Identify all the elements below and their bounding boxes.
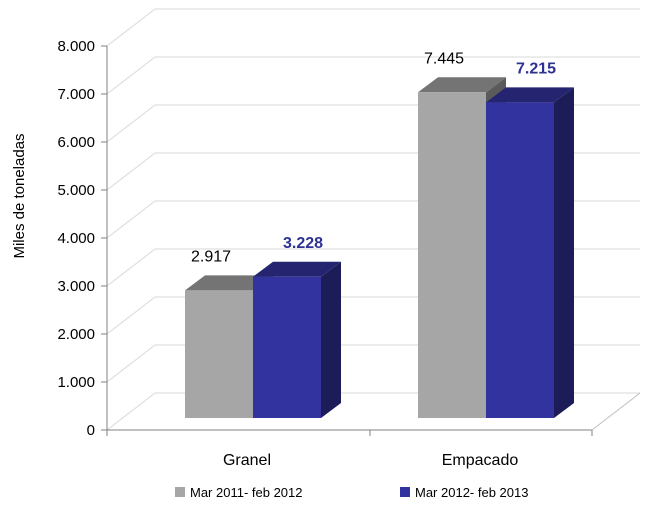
gridline	[106, 344, 156, 383]
gridline	[106, 56, 156, 95]
y-tick-label: 1.000	[57, 374, 95, 391]
x-tick-label: Empacado	[442, 452, 519, 469]
bars	[185, 77, 574, 418]
axes: 0 1.000 2.000 3.000 4.000 5.000 6.000 7.000 8.00…	[57, 38, 641, 469]
bar	[253, 261, 341, 418]
gridline	[106, 296, 156, 335]
data-label: 7.445	[424, 50, 464, 67]
y-axis-title: Miles de toneladas	[11, 133, 28, 258]
gridline	[106, 200, 156, 239]
data-label: 3.228	[283, 235, 323, 252]
gridline	[106, 152, 156, 191]
data-label: 2.917	[191, 248, 231, 265]
floor-edge	[591, 392, 641, 431]
y-tick-label: 0	[87, 422, 95, 439]
x-tick-label: Granel	[223, 452, 271, 469]
legend-swatch	[400, 487, 410, 497]
bar-top	[418, 77, 506, 93]
y-tick-label: 4.000	[57, 230, 95, 247]
bar	[486, 87, 574, 418]
bar-front	[418, 92, 486, 418]
bar-front	[185, 290, 253, 418]
y-tick-label: 3.000	[57, 278, 95, 295]
y-tick-label: 7.000	[57, 86, 95, 103]
bar-top	[185, 275, 273, 291]
y-tick-label: 8.000	[57, 38, 95, 55]
bar-top	[486, 87, 574, 103]
y-tick-label: 6.000	[57, 134, 95, 151]
legend-swatch	[175, 487, 185, 497]
gridline	[106, 248, 156, 287]
gridline	[106, 104, 156, 143]
bar-side	[554, 87, 574, 418]
y-tick-label: 2.000	[57, 326, 95, 343]
y-tick-label: 5.000	[57, 182, 95, 199]
legend-label: Mar 2012- feb 2013	[415, 485, 528, 500]
bar-top	[253, 261, 341, 277]
legend-label: Mar 2011- feb 2012	[190, 485, 303, 500]
data-labels: 2.917 3.228 7.445 7.215	[191, 50, 556, 265]
gridline	[106, 392, 156, 431]
legend: Mar 2011- feb 2012 Mar 2012- feb 2013	[175, 485, 528, 500]
data-label: 7.215	[516, 60, 556, 77]
bar-front	[253, 276, 321, 418]
gridline	[106, 8, 156, 47]
bar-front	[486, 102, 554, 418]
bar-side	[321, 261, 341, 418]
